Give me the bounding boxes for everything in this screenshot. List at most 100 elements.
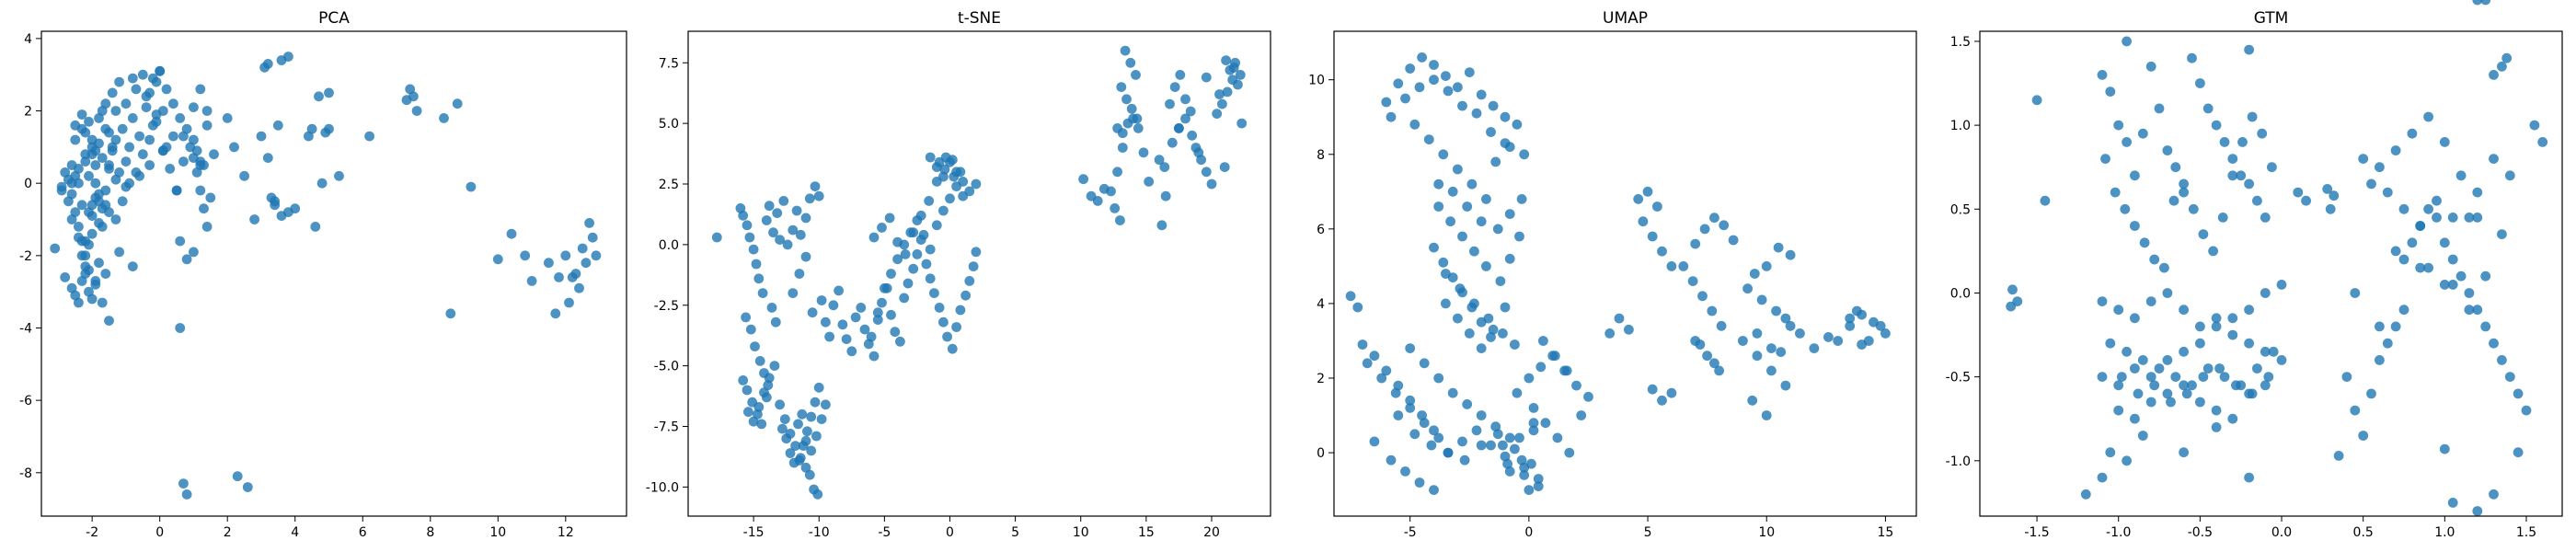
y-tick-label: 2 bbox=[1317, 372, 1325, 386]
scatter-point bbox=[401, 95, 412, 106]
scatter-point bbox=[2100, 154, 2110, 165]
y-tick-label: -2 bbox=[19, 249, 32, 264]
scatter-point bbox=[1823, 332, 1834, 342]
scatter-point bbox=[1719, 220, 1730, 231]
scatter-point bbox=[151, 109, 162, 120]
scatter-point bbox=[1419, 358, 1430, 369]
scatter-point bbox=[1524, 373, 1535, 384]
y-tick-label: 7.5 bbox=[659, 56, 679, 71]
scatter-point bbox=[1492, 429, 1503, 440]
scatter-point bbox=[2006, 301, 2017, 312]
scatter-point bbox=[127, 112, 138, 123]
scatter-point bbox=[1476, 440, 1487, 451]
scatter-point bbox=[2007, 284, 2018, 295]
scatter-point bbox=[1169, 82, 1180, 92]
x-tick-label: -10 bbox=[809, 525, 830, 540]
scatter-point bbox=[971, 247, 982, 258]
scatter-point bbox=[1419, 418, 1430, 429]
scatter-point bbox=[2231, 380, 2241, 391]
scatter-point bbox=[1212, 109, 1223, 119]
scatter-point bbox=[1540, 418, 1551, 429]
scatter-point bbox=[2447, 213, 2458, 223]
scatter-point bbox=[232, 471, 243, 482]
y-tick-label: 0.0 bbox=[1950, 286, 1971, 301]
scatter-point bbox=[1709, 213, 1719, 224]
scatter-point bbox=[121, 98, 132, 109]
scatter-point bbox=[2097, 70, 2108, 80]
scatter-point bbox=[1752, 328, 1763, 339]
scatter-point bbox=[2480, 270, 2491, 282]
scatter-point bbox=[756, 419, 767, 430]
scatter-point bbox=[97, 153, 108, 164]
scatter-point bbox=[587, 232, 598, 243]
scatter-point bbox=[2202, 363, 2214, 374]
scatter-point bbox=[131, 84, 142, 95]
scatter-point bbox=[2195, 397, 2205, 408]
scatter-point bbox=[810, 397, 821, 408]
scatter-point bbox=[813, 190, 824, 201]
scatter-point bbox=[2252, 363, 2262, 374]
scatter-point bbox=[1666, 387, 1677, 398]
scatter-point bbox=[1504, 432, 1515, 443]
scatter-point bbox=[1500, 302, 1511, 313]
scatter-point bbox=[554, 272, 564, 282]
scatter-point bbox=[2159, 262, 2169, 273]
scatter-point bbox=[1486, 127, 1496, 137]
scatter-point bbox=[1742, 283, 1753, 294]
scatter-point bbox=[764, 373, 775, 384]
scatter-point bbox=[191, 145, 202, 156]
scatter-point bbox=[1471, 108, 1482, 119]
scatter-point bbox=[2358, 431, 2369, 441]
scatter-point bbox=[2375, 321, 2385, 332]
scatter-point bbox=[775, 235, 785, 245]
scatter-point bbox=[1490, 156, 1501, 167]
scatter-point bbox=[895, 336, 905, 347]
y-tick-label: -10.0 bbox=[646, 480, 679, 495]
scatter-point bbox=[939, 164, 950, 175]
scatter-point bbox=[1433, 178, 1444, 190]
scatter-point bbox=[925, 273, 936, 284]
scatter-point bbox=[2097, 472, 2108, 483]
scatter-point bbox=[2350, 405, 2361, 416]
scatter-point bbox=[2179, 305, 2190, 316]
scatter-point bbox=[1206, 178, 1217, 190]
scatter-point bbox=[564, 297, 574, 308]
scatter-point bbox=[1524, 485, 1535, 495]
scatter-point bbox=[1438, 149, 1449, 160]
scatter-point bbox=[741, 312, 751, 323]
y-tick-label: 0 bbox=[24, 177, 32, 191]
y-tick-label: 0.0 bbox=[659, 238, 679, 253]
scatter-point bbox=[793, 419, 803, 430]
scatter-point bbox=[1381, 365, 1392, 376]
scatter-point bbox=[1528, 418, 1539, 429]
scatter-point bbox=[1106, 186, 1116, 197]
scatter-point bbox=[2145, 372, 2156, 382]
scatter-point bbox=[1453, 313, 1463, 324]
scatter-point bbox=[178, 156, 189, 167]
scatter-point bbox=[1345, 291, 1356, 302]
scatter-point bbox=[157, 145, 168, 156]
scatter-point bbox=[795, 229, 806, 240]
scatter-point bbox=[1469, 246, 1479, 257]
scatter-point bbox=[1519, 149, 1530, 160]
scatter-point bbox=[2170, 372, 2181, 382]
scatter-point bbox=[958, 190, 969, 201]
scatter-point bbox=[1165, 98, 1175, 109]
scatter-point bbox=[1512, 387, 1523, 398]
scatter-point bbox=[1180, 94, 1190, 105]
scatter-point bbox=[2244, 338, 2255, 349]
scatter-point bbox=[189, 134, 199, 145]
scatter-point bbox=[74, 164, 84, 174]
scatter-point bbox=[2244, 305, 2255, 316]
scatter-point bbox=[445, 308, 456, 319]
scatter-point bbox=[2211, 321, 2222, 332]
scatter-point bbox=[1756, 294, 1767, 305]
scatter-point bbox=[1125, 57, 1136, 68]
scatter-point bbox=[2432, 195, 2442, 206]
scatter-point bbox=[2120, 203, 2131, 214]
scatter-point bbox=[2149, 380, 2160, 391]
scatter-point bbox=[1117, 128, 1128, 139]
scatter-point bbox=[748, 244, 759, 255]
scatter-point bbox=[750, 341, 760, 351]
scatter-point bbox=[1116, 82, 1127, 92]
